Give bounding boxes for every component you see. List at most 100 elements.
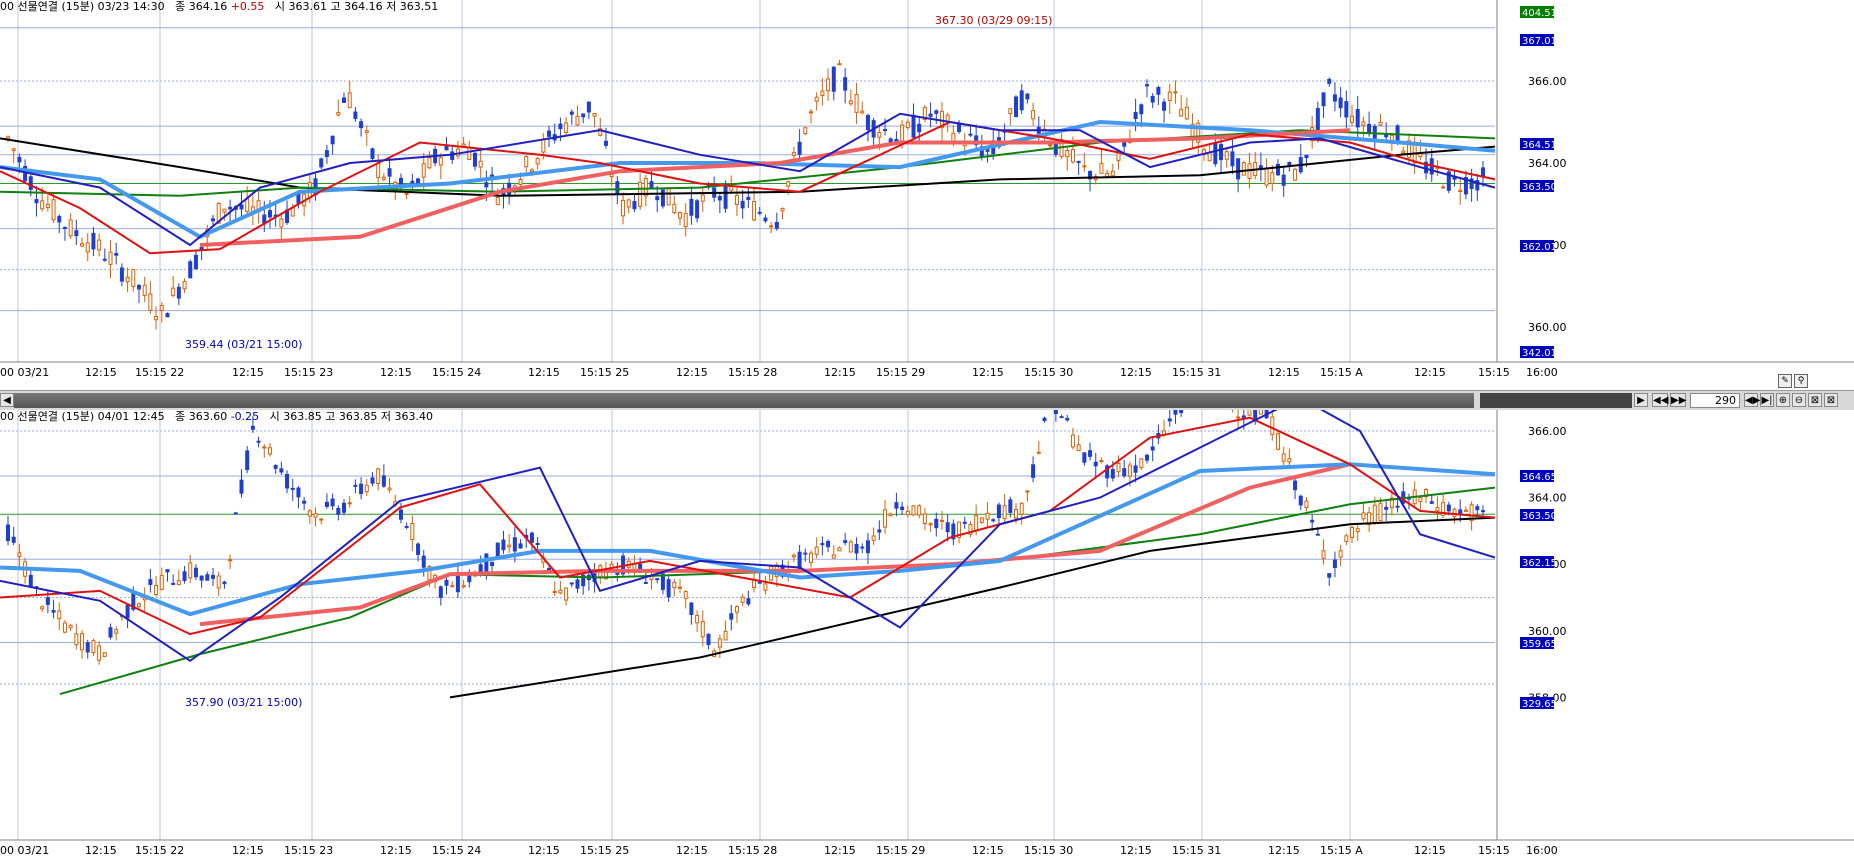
time-axis-label: 00 03/21: [0, 366, 49, 379]
candle-body: [763, 217, 768, 222]
end-button[interactable]: ▶|: [1760, 393, 1774, 407]
zoom-out-icon[interactable]: ⊖: [1792, 393, 1806, 407]
candle-body: [495, 542, 500, 557]
time-axis-label: 15:15: [1478, 366, 1510, 379]
candle-body: [786, 181, 791, 187]
candle-body: [575, 115, 580, 126]
moving-average-line: [0, 416, 1496, 636]
candle-body: [1224, 151, 1229, 160]
chart-pane-bottom[interactable]: 00 선물연결 (15분) 04/01 12:45 종 363.60 -0.25…: [0, 410, 1854, 862]
candle-body: [649, 181, 654, 188]
price-badge: [1520, 240, 1554, 252]
candle-body: [939, 519, 944, 522]
candle-body: [541, 139, 546, 153]
scroll-thumb[interactable]: [1480, 393, 1632, 408]
count-input[interactable]: [1690, 393, 1740, 408]
candle-body: [911, 114, 916, 138]
candle-body: [1469, 504, 1474, 522]
candle-body: [490, 561, 495, 566]
candle-body: [581, 113, 586, 118]
candle-body: [114, 629, 119, 634]
chart-pane-top[interactable]: 00 선물연결 (15분) 03/23 14:30 종 364.16 +0.55…: [0, 0, 1854, 384]
candle-body: [97, 239, 102, 251]
chart-scrollbar[interactable]: ◀ ▶ ◀◀ ▶▶ ◀▶ ▶| ⊕ ⊖ ⊠ ⊠: [0, 390, 1854, 412]
price-badge-label: 362.01: [1522, 242, 1557, 253]
candle-body: [353, 111, 358, 119]
candle-body: [165, 569, 170, 573]
candle-body: [1287, 458, 1292, 463]
rewind-button[interactable]: ◀◀: [1652, 393, 1669, 407]
scroll-right-button[interactable]: ▶: [1634, 393, 1648, 407]
candle-body: [324, 501, 329, 507]
price-badge-label: 342.01: [1522, 348, 1557, 359]
candle-body: [80, 633, 85, 651]
candle-body: [290, 487, 295, 490]
candle-body: [1133, 465, 1138, 473]
candle-body: [672, 581, 677, 589]
candle-body: [1469, 178, 1474, 190]
time-axis-label: 12:15: [1268, 844, 1300, 857]
candle-body: [1458, 189, 1463, 192]
candle-body: [250, 425, 255, 430]
search-icon[interactable]: ⚲: [1794, 374, 1808, 388]
time-axis-label: 15:15 24: [432, 844, 481, 857]
candle-body: [1361, 121, 1366, 126]
time-axis-label: 12:15: [380, 366, 412, 379]
time-axis-label: 15:15 30: [1024, 844, 1073, 857]
candle-body: [421, 163, 426, 178]
candle-body: [34, 199, 39, 204]
time-axis-label: 15:15 25: [580, 844, 629, 857]
time-axis-label: 15:15 25: [580, 366, 629, 379]
candle-body: [1036, 451, 1041, 454]
candle-body: [1031, 464, 1036, 478]
candlestick-chart-bottom[interactable]: 366.00364.00362.00360.00358.00382.15367.…: [0, 410, 1854, 862]
candle-body: [97, 645, 102, 661]
moving-average-line: [199, 128, 1351, 247]
candle-body: [1441, 186, 1446, 189]
time-axis-label: 12:15: [824, 366, 856, 379]
candle-body: [1441, 502, 1446, 516]
candle-body: [905, 510, 910, 516]
candle-body: [438, 157, 443, 166]
maximize-icon[interactable]: ⊠: [1808, 393, 1822, 407]
play-button[interactable]: ◀▶: [1744, 393, 1761, 407]
candle-body: [102, 652, 107, 657]
candle-body: [660, 573, 665, 590]
scroll-left-button[interactable]: ◀: [0, 393, 14, 407]
candle-body: [211, 574, 216, 579]
candle-body: [660, 189, 665, 207]
candle-body: [1173, 410, 1178, 415]
candle-body: [1139, 458, 1144, 469]
candlestick-chart-top[interactable]: 366.00364.00362.00360.00404.51367.01364.…: [0, 0, 1854, 384]
candle-body: [922, 106, 927, 121]
moving-average-line: [0, 112, 1496, 247]
candle-body: [695, 614, 700, 624]
moving-average-line: [0, 462, 1496, 617]
time-axis-label: 16:00: [1526, 844, 1558, 857]
candle-body: [746, 196, 751, 200]
candle-body: [837, 547, 842, 552]
candle-body: [865, 115, 870, 131]
candle-body: [643, 581, 648, 584]
edit-icon[interactable]: ✎: [1778, 374, 1792, 388]
zoom-in-icon[interactable]: ⊕: [1776, 393, 1790, 407]
candle-body: [1304, 154, 1309, 159]
price-tick-label: 360.00: [1528, 625, 1567, 638]
close-pane-icon[interactable]: ⊠: [1824, 393, 1838, 407]
candle-body: [347, 502, 352, 505]
candle-body: [666, 579, 671, 598]
candle-body: [1355, 528, 1360, 533]
fast-forward-button[interactable]: ▶▶: [1670, 393, 1687, 407]
time-axis-label: 16:00: [1526, 366, 1558, 379]
candle-body: [774, 221, 779, 229]
candle-body: [142, 284, 147, 296]
price-badge: [1520, 180, 1554, 192]
candle-body: [68, 219, 73, 237]
candle-body: [1338, 97, 1343, 109]
candle-body: [951, 523, 956, 540]
candle-body: [136, 284, 141, 290]
candle-body: [957, 521, 962, 539]
candle-body: [159, 574, 164, 590]
scroll-track[interactable]: [14, 393, 1474, 408]
candle-body: [689, 602, 694, 615]
